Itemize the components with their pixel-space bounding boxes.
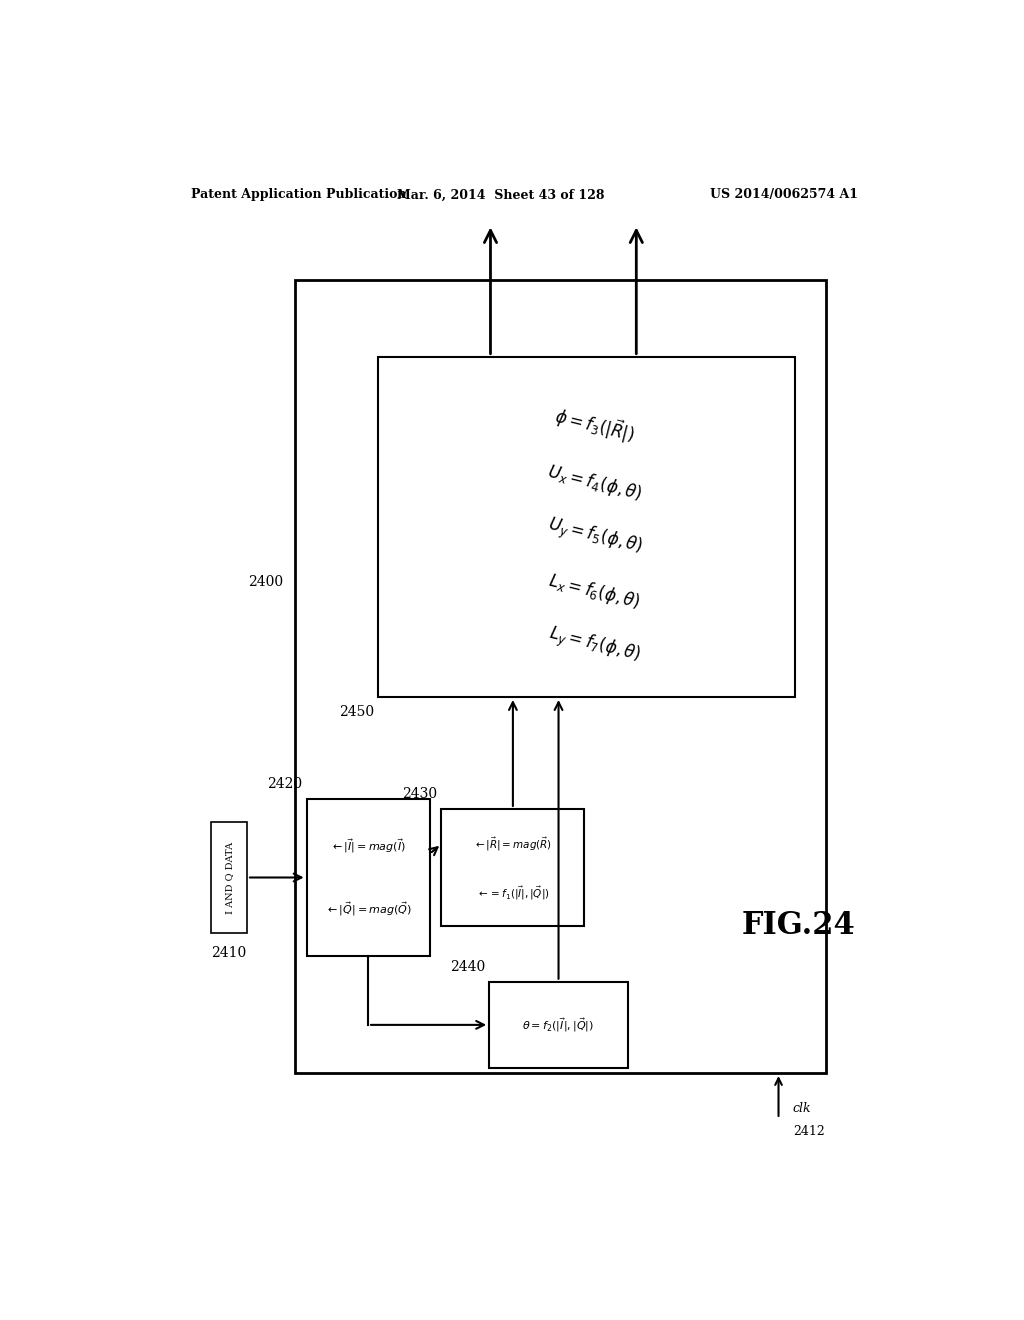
Text: $\leftarrow |\vec{R}| = mag(\vec{R})$: $\leftarrow |\vec{R}| = mag(\vec{R})$ <box>473 836 552 853</box>
Text: I AND Q DATA: I AND Q DATA <box>224 841 233 913</box>
Text: $\leftarrow |\vec{Q}| = mag(\vec{Q})$: $\leftarrow |\vec{Q}| = mag(\vec{Q})$ <box>325 900 412 917</box>
Bar <box>306 799 430 956</box>
Text: $\leftarrow = f_1(|\vec{I}|, |\vec{Q}|)$: $\leftarrow = f_1(|\vec{I}|, |\vec{Q}|)$ <box>476 884 550 902</box>
Text: US 2014/0062574 A1: US 2014/0062574 A1 <box>710 189 858 202</box>
Text: $\theta = f_2(|\vec{I}|, |\vec{Q}|)$: $\theta = f_2(|\vec{I}|, |\vec{Q}|)$ <box>522 1016 595 1034</box>
Bar <box>211 821 247 933</box>
Text: $L_y = f_7(\phi, \theta)$: $L_y = f_7(\phi, \theta)$ <box>546 623 643 669</box>
Text: $U_x = f_4(\phi, \theta)$: $U_x = f_4(\phi, \theta)$ <box>545 461 644 506</box>
Text: 2450: 2450 <box>339 705 374 719</box>
Text: 2400: 2400 <box>248 574 283 589</box>
Text: $U_y = f_5(\phi, \theta)$: $U_y = f_5(\phi, \theta)$ <box>545 513 644 561</box>
Bar <box>378 356 795 697</box>
Text: clk: clk <box>793 1102 811 1115</box>
Bar <box>295 280 826 1073</box>
Text: $\leftarrow |\vec{I}| = mag(\vec{I})$: $\leftarrow |\vec{I}| = mag(\vec{I})$ <box>330 837 406 855</box>
Text: 2440: 2440 <box>450 960 485 974</box>
Text: FIG.24: FIG.24 <box>741 911 855 941</box>
Bar <box>489 982 628 1068</box>
Text: 2412: 2412 <box>793 1125 824 1138</box>
Bar <box>441 809 585 925</box>
Text: 2420: 2420 <box>267 776 303 791</box>
Text: 2430: 2430 <box>402 787 437 801</box>
Text: Patent Application Publication: Patent Application Publication <box>191 189 407 202</box>
Text: Mar. 6, 2014  Sheet 43 of 128: Mar. 6, 2014 Sheet 43 of 128 <box>397 189 605 202</box>
Text: 2410: 2410 <box>212 945 247 960</box>
Text: $L_x = f_6(\phi, \theta)$: $L_x = f_6(\phi, \theta)$ <box>547 569 643 614</box>
Text: $\phi = f_3(|\vec{R}|)$: $\phi = f_3(|\vec{R}|)$ <box>552 403 637 447</box>
